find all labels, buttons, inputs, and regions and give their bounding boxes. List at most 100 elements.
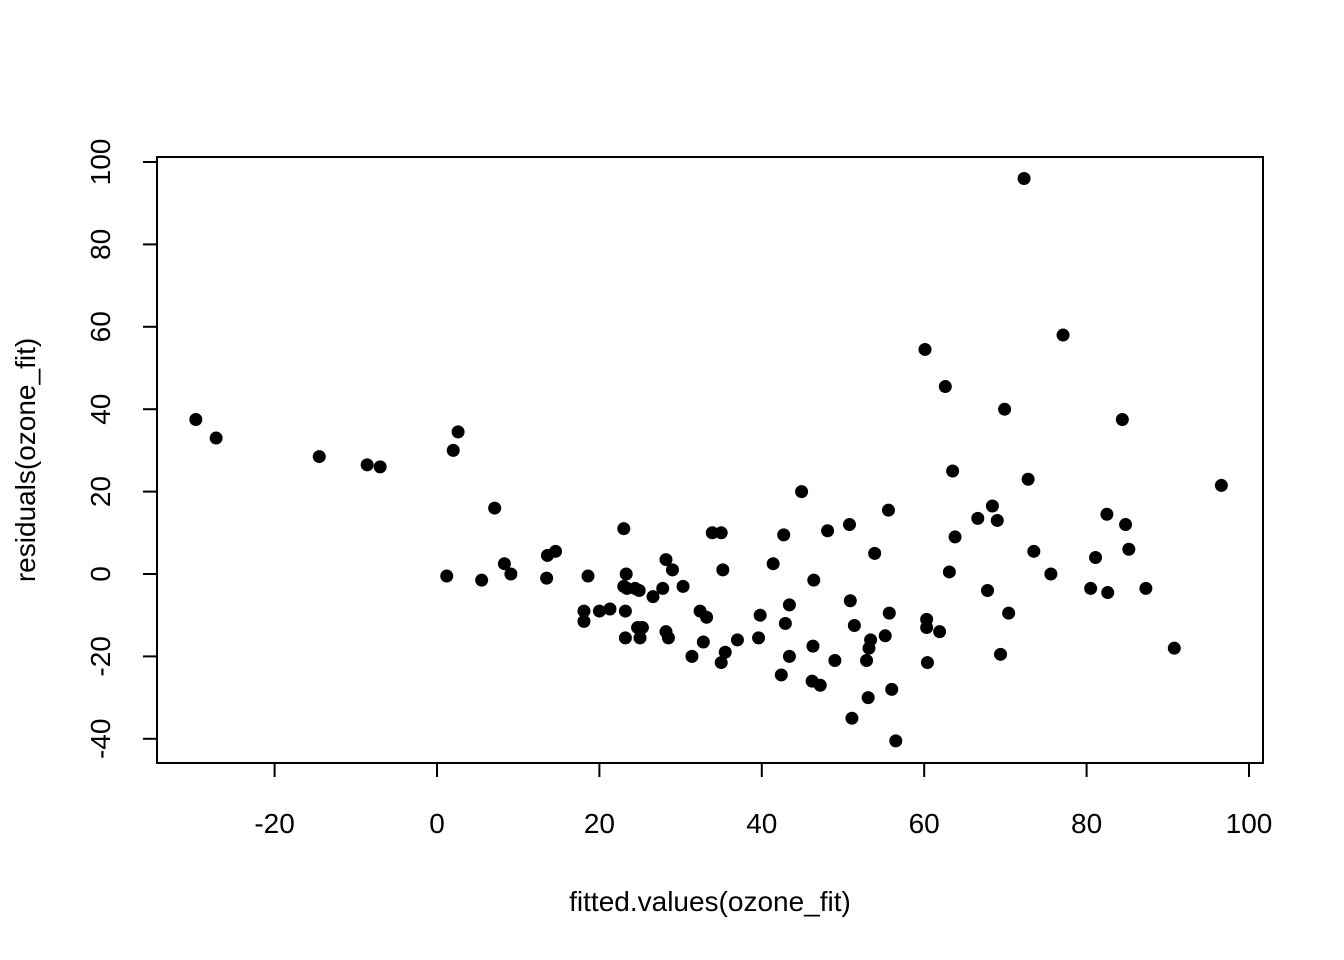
y-tick-label: 0 — [85, 566, 116, 582]
data-point — [700, 610, 714, 624]
data-point — [821, 524, 835, 538]
data-point — [1084, 581, 1098, 595]
data-point — [864, 633, 878, 647]
data-point — [1021, 472, 1035, 486]
data-point — [659, 553, 673, 567]
data-point — [845, 711, 859, 725]
data-point — [889, 734, 903, 748]
x-axis-label: fitted.values(ozone_fit) — [569, 886, 851, 917]
data-point — [592, 604, 606, 618]
data-point — [603, 602, 617, 616]
x-tick-label: 0 — [429, 808, 445, 839]
data-point — [577, 614, 591, 628]
data-points — [189, 171, 1228, 748]
data-point — [971, 511, 985, 525]
y-tick-label: 20 — [85, 476, 116, 507]
data-point — [665, 563, 679, 577]
y-tick-label: 80 — [85, 229, 116, 260]
y-axis-label: residuals(ozone_fit) — [10, 338, 41, 582]
data-point — [882, 606, 896, 620]
data-point — [938, 380, 952, 394]
data-point — [360, 458, 374, 472]
data-point — [730, 633, 744, 647]
data-point — [920, 656, 934, 670]
data-point — [577, 604, 591, 618]
data-point — [581, 569, 595, 583]
data-point — [696, 635, 710, 649]
data-point — [1002, 606, 1016, 620]
data-point — [753, 608, 767, 622]
data-point — [661, 631, 675, 645]
data-point — [946, 464, 960, 478]
data-point — [994, 647, 1008, 661]
data-point — [446, 443, 460, 457]
data-point — [885, 682, 899, 696]
data-point — [1056, 328, 1070, 342]
data-point — [646, 590, 660, 604]
data-point — [685, 649, 699, 663]
x-axis: -20 0 20 40 60 80 100 — [254, 762, 1272, 839]
data-point — [828, 654, 842, 668]
data-point — [504, 567, 518, 581]
y-tick-label: -40 — [85, 719, 116, 759]
data-point — [714, 656, 728, 670]
data-point — [752, 631, 766, 645]
data-point — [795, 485, 809, 499]
data-point — [617, 522, 631, 536]
data-point — [549, 544, 563, 558]
data-point — [878, 629, 892, 643]
y-tick-label: -20 — [85, 636, 116, 676]
data-point — [497, 557, 511, 571]
data-point — [813, 678, 827, 692]
x-tick-label: 60 — [909, 808, 940, 839]
data-point — [718, 645, 732, 659]
data-point — [1122, 542, 1136, 556]
data-point — [209, 431, 223, 445]
data-point — [676, 579, 690, 593]
data-point — [918, 342, 932, 356]
data-point — [1017, 171, 1031, 185]
data-point — [618, 631, 632, 645]
data-point — [843, 594, 857, 608]
data-point — [635, 621, 649, 635]
data-point — [440, 569, 454, 583]
x-tick-label: 80 — [1071, 808, 1102, 839]
data-point — [1100, 507, 1114, 521]
data-point — [806, 639, 820, 653]
data-point — [633, 631, 647, 645]
data-point — [1044, 567, 1058, 581]
data-point — [766, 557, 780, 571]
y-tick-label: 60 — [85, 311, 116, 342]
data-point — [373, 460, 387, 474]
x-tick-label: 40 — [746, 808, 777, 839]
data-point — [778, 616, 792, 630]
data-point — [807, 573, 821, 587]
data-point — [774, 668, 788, 682]
data-point — [632, 583, 646, 597]
x-tick-label: 20 — [584, 808, 615, 839]
data-point — [861, 691, 875, 705]
data-point — [842, 518, 856, 532]
data-point — [1139, 581, 1153, 595]
data-point — [933, 625, 947, 639]
data-point — [847, 619, 861, 632]
data-point — [475, 573, 489, 587]
x-tick-label: -20 — [254, 808, 294, 839]
data-point — [860, 654, 874, 668]
data-point — [1101, 586, 1115, 600]
data-point — [990, 513, 1004, 527]
data-point — [1027, 544, 1041, 558]
data-point — [1115, 413, 1129, 426]
data-point — [714, 526, 728, 540]
data-point — [488, 501, 502, 515]
data-point — [782, 598, 796, 612]
data-point — [1089, 551, 1103, 565]
data-point — [868, 546, 882, 560]
data-point — [1119, 518, 1133, 532]
data-point — [705, 526, 719, 540]
data-point — [782, 649, 796, 663]
data-point — [451, 425, 465, 439]
data-point — [942, 565, 956, 579]
data-point — [985, 499, 999, 513]
